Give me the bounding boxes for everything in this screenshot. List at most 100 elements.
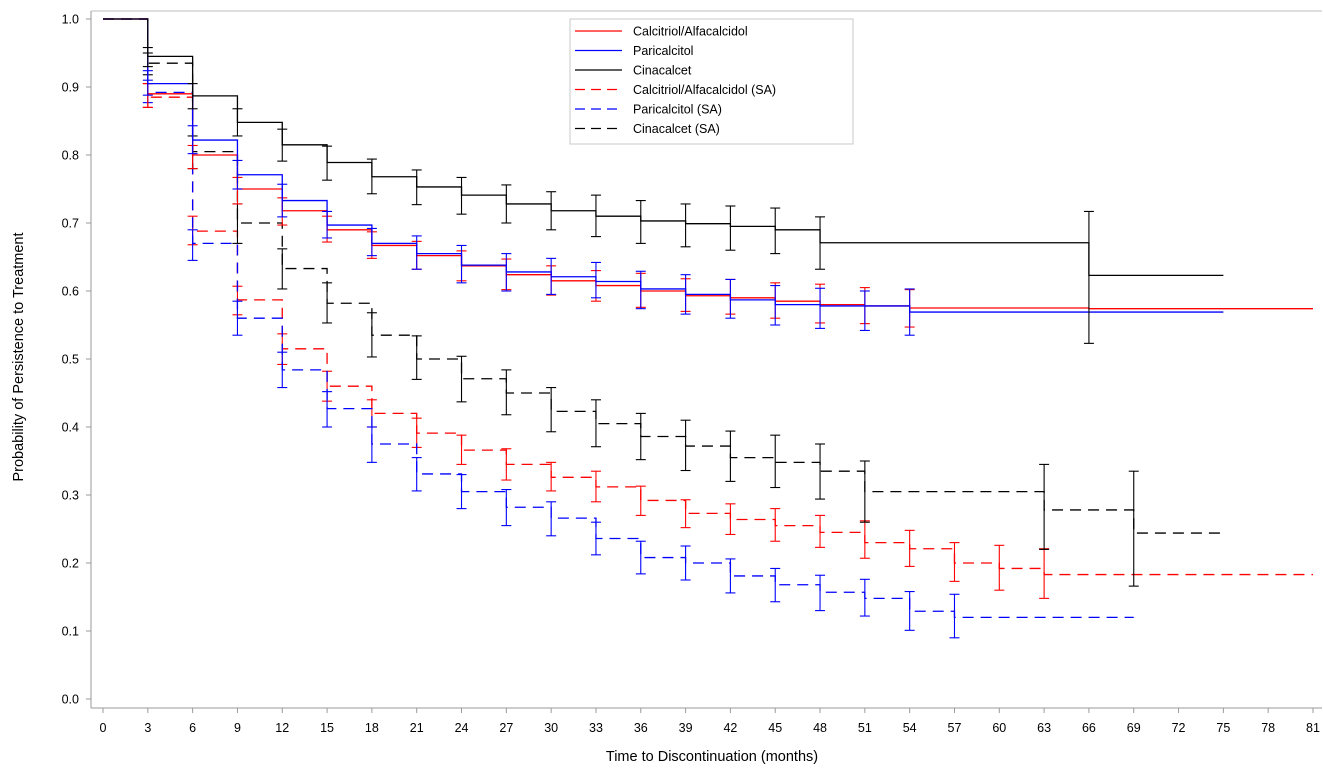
ci-error-bar — [635, 485, 646, 516]
ci-error-bar — [680, 203, 691, 248]
x-tick-label: 63 — [1037, 721, 1051, 735]
ci-error-bar — [277, 351, 288, 389]
y-tick-label: 0.0 — [62, 693, 79, 707]
series-group — [103, 18, 1224, 344]
y-axis-title: Probability of Persistence to Treatment — [11, 232, 27, 481]
ci-error-bar — [501, 253, 512, 292]
ci-error-bar — [635, 412, 646, 461]
ci-error-bar — [590, 521, 601, 556]
ci-error-bar — [815, 287, 826, 329]
ci-error-bar — [680, 274, 691, 315]
x-tick-label: 36 — [634, 721, 648, 735]
legend-label: Paricalcitol (SA) — [633, 103, 722, 117]
ci-error-bar — [590, 261, 601, 299]
x-tick-label: 12 — [275, 721, 289, 735]
x-tick-label: 69 — [1127, 721, 1141, 735]
y-tick-label: 0.3 — [62, 489, 79, 503]
ci-error-bar — [456, 176, 467, 215]
ci-error-bar — [232, 300, 243, 336]
x-tick-label: 42 — [723, 721, 737, 735]
x-tick-label: 15 — [320, 721, 334, 735]
ci-error-bar — [590, 194, 601, 238]
x-tick-label: 57 — [948, 721, 962, 735]
x-tick-label: 78 — [1261, 721, 1275, 735]
ci-error-bar — [322, 391, 333, 428]
legend-item: Paricalcitol — [575, 44, 693, 58]
y-tick-label: 0.2 — [62, 557, 79, 571]
ci-error-bar — [680, 419, 691, 472]
ci-error-bar — [546, 501, 557, 537]
x-tick-label: 75 — [1216, 721, 1230, 735]
ci-error-bar — [815, 443, 826, 500]
ci-error-bar — [277, 128, 288, 162]
ci-error-bar — [366, 312, 377, 358]
ci-error-bar — [725, 278, 736, 319]
ci-error-bar — [859, 290, 870, 331]
x-tick-label: 27 — [499, 721, 513, 735]
ci-error-bar — [366, 227, 377, 257]
ci-error-bar — [770, 434, 781, 489]
x-tick-label: 60 — [992, 721, 1006, 735]
x-tick-label: 24 — [455, 721, 469, 735]
ci-error-bar — [590, 399, 601, 448]
y-tick-label: 0.7 — [62, 217, 79, 231]
ci-error-bar — [277, 248, 288, 290]
series-layer — [103, 18, 1313, 639]
series-line — [103, 18, 1224, 534]
ci-error-bar — [904, 591, 915, 631]
ci-error-bar — [1039, 463, 1050, 550]
ci-error-bar — [770, 207, 781, 255]
x-tick-label: 30 — [544, 721, 558, 735]
legend-item: Calcitriol/Alfacalcidol — [575, 25, 748, 39]
legend-item: Calcitriol/Alfacalcidol (SA) — [575, 83, 776, 97]
ci-error-bar — [366, 426, 377, 463]
ci-error-bar — [680, 499, 691, 529]
ci-error-bar — [1128, 470, 1139, 587]
ci-error-bar — [501, 489, 512, 527]
legend-label: Cinacalcet (SA) — [633, 122, 720, 136]
ci-error-bar — [187, 229, 198, 261]
legend-label: Calcitriol/Alfacalcidol — [633, 25, 748, 39]
series-group — [103, 18, 1224, 587]
ci-error-bar — [501, 369, 512, 416]
x-tick-label: 39 — [679, 721, 693, 735]
ci-error-bar — [859, 460, 870, 523]
y-tick-label: 0.8 — [62, 149, 79, 163]
legend-box — [569, 18, 854, 145]
y-axis: 0.0 0.1 0.2 0.3 0.4 0.5 0.6 0.7 0.8 0.9 1.0 — [62, 13, 91, 707]
ci-error-bar — [322, 145, 333, 181]
legend: Calcitriol/Alfacalcidol Paricalcitol Cinac… — [569, 18, 854, 145]
y-tick-label: 0.5 — [62, 353, 79, 367]
y-tick-label: 1.0 — [62, 13, 79, 27]
ci-error-bar — [366, 158, 377, 195]
x-tick-label: 72 — [1172, 721, 1186, 735]
x-tick-label: 0 — [100, 721, 107, 735]
ci-error-bar — [501, 448, 512, 481]
ci-error-bar — [546, 257, 557, 295]
legend-item: Cinacalcet — [575, 64, 692, 78]
ci-error-bar — [725, 503, 736, 535]
ci-error-bar — [859, 578, 870, 617]
ci-error-bar — [142, 70, 153, 96]
ci-error-bar — [546, 191, 557, 231]
ci-error-bar — [277, 183, 288, 218]
ci-error-bar — [142, 47, 153, 68]
ci-error-bar — [815, 514, 826, 548]
ci-error-bar — [635, 270, 646, 310]
legend-label: Calcitriol/Alfacalcidol (SA) — [633, 83, 776, 97]
ci-error-bar — [949, 542, 960, 582]
x-axis-title: Time to Discontinuation (months) — [606, 749, 818, 765]
x-tick-label: 51 — [858, 721, 872, 735]
ci-error-bar — [501, 184, 512, 224]
ci-error-bar — [770, 567, 781, 603]
ci-error-bar — [590, 470, 601, 503]
ci-error-bar — [456, 474, 467, 510]
ci-error-bar — [411, 457, 422, 492]
ci-error-bar — [904, 288, 915, 336]
ci-error-bar — [635, 540, 646, 575]
ci-error-bar — [994, 544, 1005, 591]
ci-error-bar — [411, 169, 422, 206]
ci-error-bar — [456, 355, 467, 403]
x-tick-label: 33 — [589, 721, 603, 735]
